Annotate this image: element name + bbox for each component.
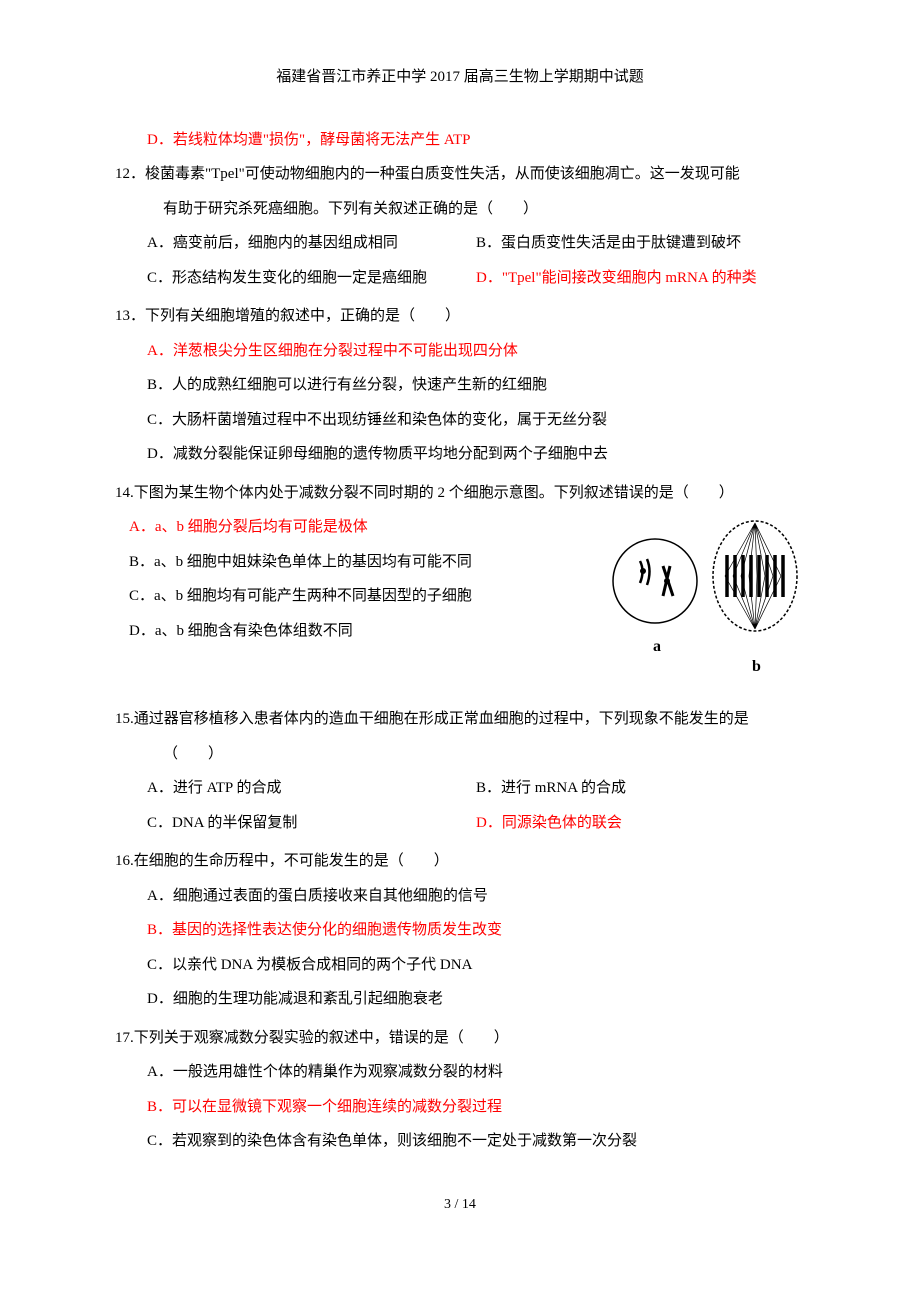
q13-option-a: A．洋葱根尖分生区细胞在分裂过程中不可能出现四分体 (115, 334, 805, 369)
q12-stem-line2: 有助于研究杀死癌细胞。下列有关叙述正确的是（ ） (115, 192, 805, 227)
q17-stem: 17.下列关于观察减数分裂实验的叙述中，错误的是（ ） (115, 1021, 805, 1056)
q16-option-a: A．细胞通过表面的蛋白质接收来自其他细胞的信号 (115, 879, 805, 914)
q12-option-b: B．蛋白质变性失活是由于肽键遭到破坏 (476, 226, 805, 261)
cell-a-label: a (653, 638, 661, 655)
q14-diagram: a b (605, 511, 805, 695)
q13-stem: 13．下列有关细胞增殖的叙述中，正确的是（ ） (115, 299, 805, 334)
q17-option-c: C．若观察到的染色体含有染色单体，则该细胞不一定处于减数第一次分裂 (115, 1124, 805, 1159)
page-footer: 3 / 14 (115, 1189, 805, 1221)
question-15: 15.通过器官移植移入患者体内的造血干细胞在形成正常血细胞的过程中，下列现象不能… (115, 702, 805, 840)
q13-option-b: B．人的成熟红细胞可以进行有丝分裂，快速产生新的红细胞 (115, 368, 805, 403)
q11-option-d: D．若线粒体均遭"损伤"，酵母菌将无法产生 ATP (115, 123, 805, 158)
q14-stem: 14.下图为某生物个体内处于减数分裂不同时期的 2 个细胞示意图。下列叙述错误的… (115, 476, 805, 511)
question-17: 17.下列关于观察减数分裂实验的叙述中，错误的是（ ） A．一般选用雄性个体的精… (115, 1021, 805, 1159)
q15-options-row1: A．进行 ATP 的合成 B．进行 mRNA 的合成 (115, 771, 805, 806)
q15-option-c: C．DNA 的半保留复制 (147, 806, 476, 841)
q16-option-c: C．以亲代 DNA 为模板合成相同的两个子代 DNA (115, 948, 805, 983)
q17-option-b: B．可以在显微镜下观察一个细胞连续的减数分裂过程 (115, 1090, 805, 1125)
q15-option-d: D．同源染色体的联会 (476, 806, 805, 841)
q12-option-a: A．癌变前后，细胞内的基因组成相同 (147, 226, 476, 261)
question-12: 12．梭菌毒素"Tpel"可使动物细胞内的一种蛋白质变性失活，从而使该细胞凋亡。… (115, 157, 805, 295)
meiosis-diagram-icon: a b (605, 511, 805, 681)
q15-options-row2: C．DNA 的半保留复制 D．同源染色体的联会 (115, 806, 805, 841)
q15-stem-line1: 15.通过器官移植移入患者体内的造血干细胞在形成正常血细胞的过程中，下列现象不能… (115, 702, 805, 737)
question-13: 13．下列有关细胞增殖的叙述中，正确的是（ ） A．洋葱根尖分生区细胞在分裂过程… (115, 299, 805, 472)
q16-option-d: D．细胞的生理功能减退和紊乱引起细胞衰老 (115, 982, 805, 1017)
q15-option-b: B．进行 mRNA 的合成 (476, 771, 805, 806)
q13-option-c: C．大肠杆菌增殖过程中不出现纺锤丝和染色体的变化，属于无丝分裂 (115, 403, 805, 438)
page-header: 福建省晋江市养正中学 2017 届高三生物上学期期中试题 (115, 60, 805, 95)
q16-option-b: B．基因的选择性表达使分化的细胞遗传物质发生改变 (115, 913, 805, 948)
q12-option-d: D．"Tpel"能间接改变细胞内 mRNA 的种类 (476, 261, 805, 296)
q15-option-a: A．进行 ATP 的合成 (147, 771, 476, 806)
document-page: 福建省晋江市养正中学 2017 届高三生物上学期期中试题 D．若线粒体均遭"损伤… (0, 0, 920, 1261)
q16-stem: 16.在细胞的生命历程中，不可能发生的是（ ） (115, 844, 805, 879)
q12-options-row2: C．形态结构发生变化的细胞一定是癌细胞 D．"Tpel"能间接改变细胞内 mRN… (115, 261, 805, 296)
q12-stem-line1: 12．梭菌毒素"Tpel"可使动物细胞内的一种蛋白质变性失活，从而使该细胞凋亡。… (115, 157, 805, 192)
question-16: 16.在细胞的生命历程中，不可能发生的是（ ） A．细胞通过表面的蛋白质接收来自… (115, 844, 805, 1017)
q17-option-a: A．一般选用雄性个体的精巢作为观察减数分裂的材料 (115, 1055, 805, 1090)
q12-options-row1: A．癌变前后，细胞内的基因组成相同 B．蛋白质变性失活是由于肽键遭到破坏 (115, 226, 805, 261)
q15-stem-line2: （ ） (115, 737, 805, 772)
cell-b-label: b (752, 658, 761, 675)
question-14: 14.下图为某生物个体内处于减数分裂不同时期的 2 个细胞示意图。下列叙述错误的… (115, 476, 805, 649)
q12-option-c: C．形态结构发生变化的细胞一定是癌细胞 (147, 261, 476, 296)
q13-option-d: D．减数分裂能保证卵母细胞的遗传物质平均地分配到两个子细胞中去 (115, 437, 805, 472)
